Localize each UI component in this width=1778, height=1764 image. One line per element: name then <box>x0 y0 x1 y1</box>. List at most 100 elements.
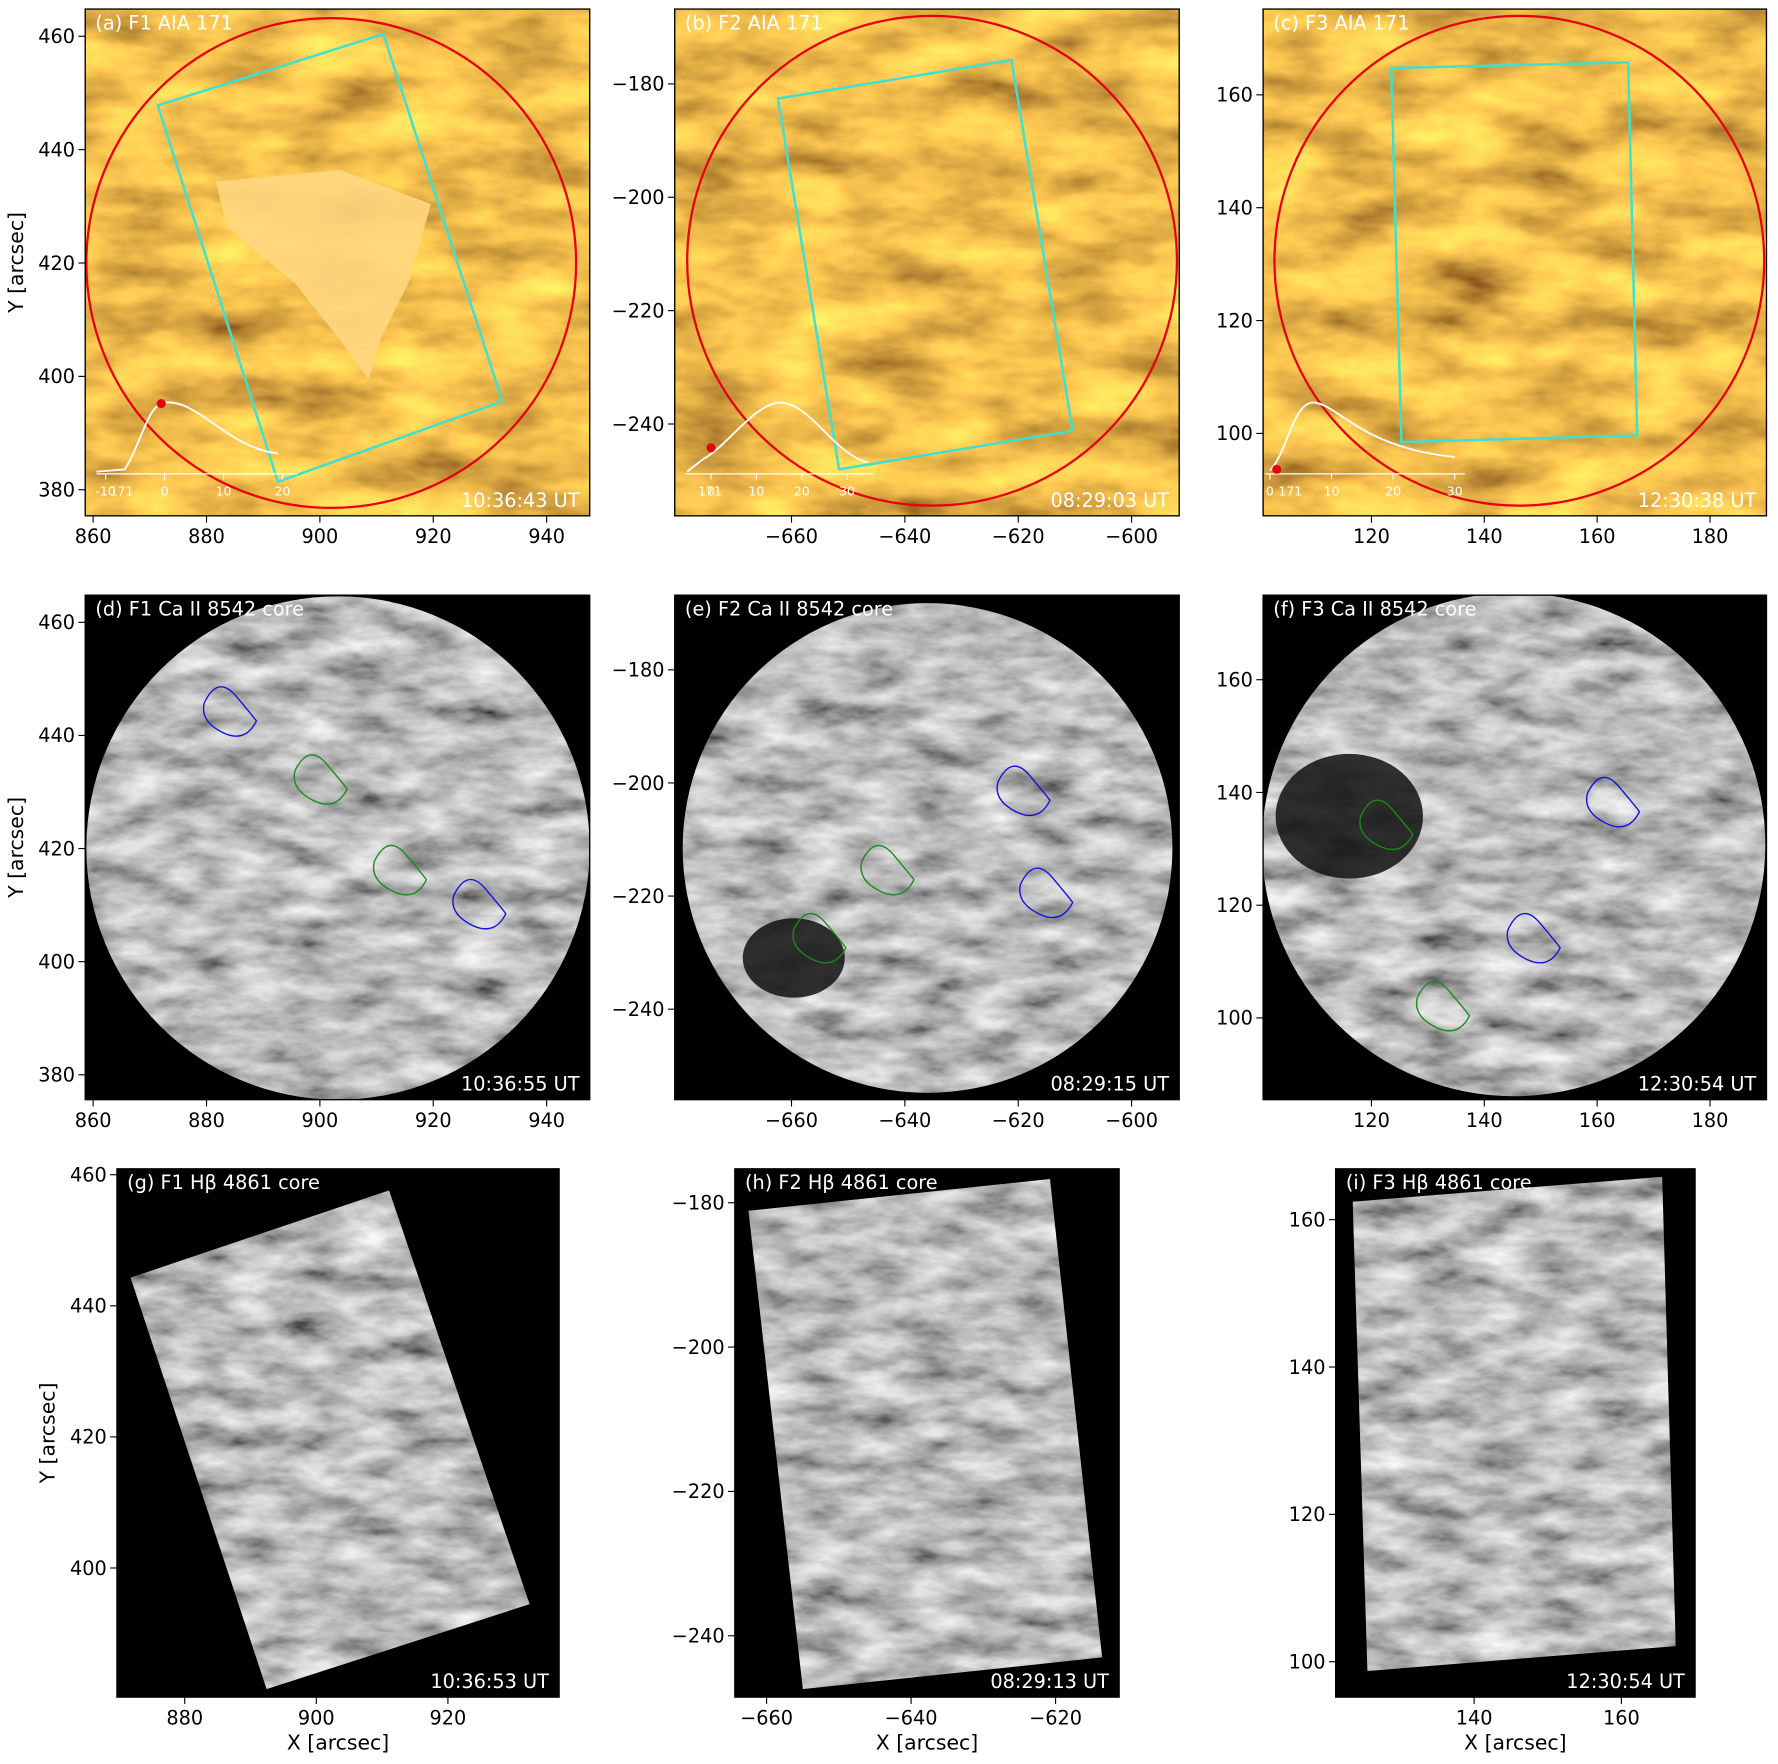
panel: (f) F3 Ca II 8542 core 12:30:54 UT 120 140 1… <box>1216 594 1768 1132</box>
image <box>674 595 1180 1100</box>
contour <box>792 912 847 964</box>
x-tick-label: 880 <box>188 525 225 548</box>
hb-image <box>748 1179 1103 1690</box>
image: 0 10 20 30 171 <box>674 9 1180 516</box>
contour <box>860 844 915 896</box>
inset-label: 171 <box>698 483 722 498</box>
y-tick-label: 160 <box>1216 669 1253 692</box>
y-tick-label: 160 <box>1216 84 1253 107</box>
aia-image <box>1263 9 1767 516</box>
aia-image <box>674 9 1180 516</box>
y-tick-label: 120 <box>1216 309 1253 332</box>
timestamp: 10:36:43 UT <box>461 489 580 512</box>
y-tick-label: 140 <box>1216 781 1253 804</box>
y-tick-label: 100 <box>1216 422 1253 445</box>
frame <box>674 594 1180 1101</box>
inset-tick-label: 0 <box>161 483 169 498</box>
frame <box>734 1168 1120 1698</box>
x-tick-label: −620 <box>1029 1706 1082 1729</box>
y-tick-label: −240 <box>672 1625 725 1648</box>
y-tick-label: −200 <box>672 1336 725 1359</box>
y-tick-label: −220 <box>612 885 665 908</box>
y-axis-label: Y [arcsec] <box>4 212 28 314</box>
inset-tick-label: -10 <box>95 483 115 498</box>
y-tick-label: 120 <box>1216 894 1253 917</box>
y-axis-label: Y [arcsec] <box>4 797 28 899</box>
sunspot <box>742 918 845 998</box>
panel: -10 0 10 20 171 (a) F1 AIA 171 10:36:43 UT 860 8… <box>4 8 591 548</box>
x-tick-label: 140 <box>1466 1109 1503 1132</box>
timestamp: 08:29:15 UT <box>1050 1073 1169 1096</box>
contour <box>1359 799 1414 851</box>
sunspot <box>1275 753 1423 879</box>
y-tick-label: −180 <box>612 73 665 96</box>
x-tick-label: −640 <box>878 525 931 548</box>
frame <box>1262 8 1768 517</box>
y-tick-label: −200 <box>612 186 665 209</box>
image <box>734 1168 1120 1698</box>
ca-image <box>86 596 590 1100</box>
inset-tick-label: 20 <box>275 483 291 498</box>
fov-box <box>1389 61 1639 444</box>
x-tick-label: 160 <box>1579 1109 1616 1132</box>
frame <box>116 1168 560 1698</box>
fov-box <box>776 58 1075 471</box>
x-tick-label: −660 <box>740 1706 793 1729</box>
fov-box <box>156 32 504 484</box>
ca-image <box>682 603 1173 1093</box>
y-tick-label: 140 <box>1289 1356 1326 1379</box>
x-axis-label: X [arcsec] <box>876 1730 978 1754</box>
inset-tick-label: 10 <box>748 483 764 498</box>
marker <box>706 443 716 453</box>
inset-tick-label: 10 <box>1324 483 1340 498</box>
panel-title: (b) F2 AIA 171 <box>685 11 823 34</box>
y-tick-label: 400 <box>70 1557 107 1580</box>
y-tick-label: 100 <box>1289 1651 1326 1674</box>
y-tick-label: −240 <box>612 413 665 436</box>
x-tick-label: −600 <box>1105 525 1158 548</box>
panel: (i) F3 Hβ 4861 core 12:30:54 UT 140 160 100 1… <box>1289 1168 1696 1754</box>
y-tick-label: 400 <box>38 365 75 388</box>
y-tick-label: 420 <box>70 1426 107 1449</box>
y-tick-label: 420 <box>38 252 75 275</box>
contour <box>1415 981 1471 1032</box>
y-tick-label: 160 <box>1289 1208 1326 1231</box>
x-tick-label: −660 <box>765 1109 818 1132</box>
contour <box>372 844 428 896</box>
contour <box>202 686 258 737</box>
x-tick-label: −600 <box>1105 1109 1158 1132</box>
y-tick-label: 460 <box>38 611 75 634</box>
image <box>85 595 590 1100</box>
light-curve <box>1269 401 1455 472</box>
panel: (h) F2 Hβ 4861 core 08:29:13 UT −660 −640 −6… <box>672 1168 1120 1754</box>
y-tick-label: −180 <box>672 1192 725 1215</box>
x-tick-label: 180 <box>1692 525 1729 548</box>
timestamp: 12:30:54 UT <box>1638 1073 1757 1096</box>
x-tick-label: 860 <box>75 1109 112 1132</box>
x-tick-label: 160 <box>1579 525 1616 548</box>
y-tick-label: −200 <box>612 772 665 795</box>
x-tick-label: 900 <box>302 1109 339 1132</box>
x-tick-label: −640 <box>878 1109 931 1132</box>
x-tick-label: −640 <box>885 1706 938 1729</box>
y-tick-label: 460 <box>38 25 75 48</box>
panel: 0 10 20 30 171 (b) F2 AIA 171 08:29:03 UT −660 −… <box>612 8 1180 548</box>
x-tick-label: −620 <box>992 525 1045 548</box>
y-axis-label: Y [arcsec] <box>36 1383 60 1485</box>
x-tick-label: 160 <box>1603 1706 1640 1729</box>
contour <box>1506 912 1561 964</box>
x-tick-label: 940 <box>528 1109 565 1132</box>
panel-title: (c) F3 AIA 171 <box>1273 11 1409 34</box>
y-tick-label: −240 <box>612 998 665 1021</box>
timestamp: 08:29:13 UT <box>990 1670 1109 1693</box>
panel: (e) F2 Ca II 8542 core 08:29:15 UT −660 −64… <box>612 594 1180 1132</box>
panel: 0 10 20 30 171 (c) F3 AIA 171 12:30:38 UT 120 14… <box>1216 8 1768 548</box>
y-tick-label: 440 <box>38 724 75 747</box>
hb-image <box>1352 1176 1676 1672</box>
inset-tick-label: 20 <box>794 483 810 498</box>
y-tick-label: −220 <box>612 299 665 322</box>
x-tick-label: 140 <box>1456 1706 1493 1729</box>
x-tick-label: 120 <box>1353 525 1390 548</box>
panel-title: (g) F1 Hβ 4861 core <box>127 1171 320 1194</box>
y-tick-label: 460 <box>70 1164 107 1187</box>
